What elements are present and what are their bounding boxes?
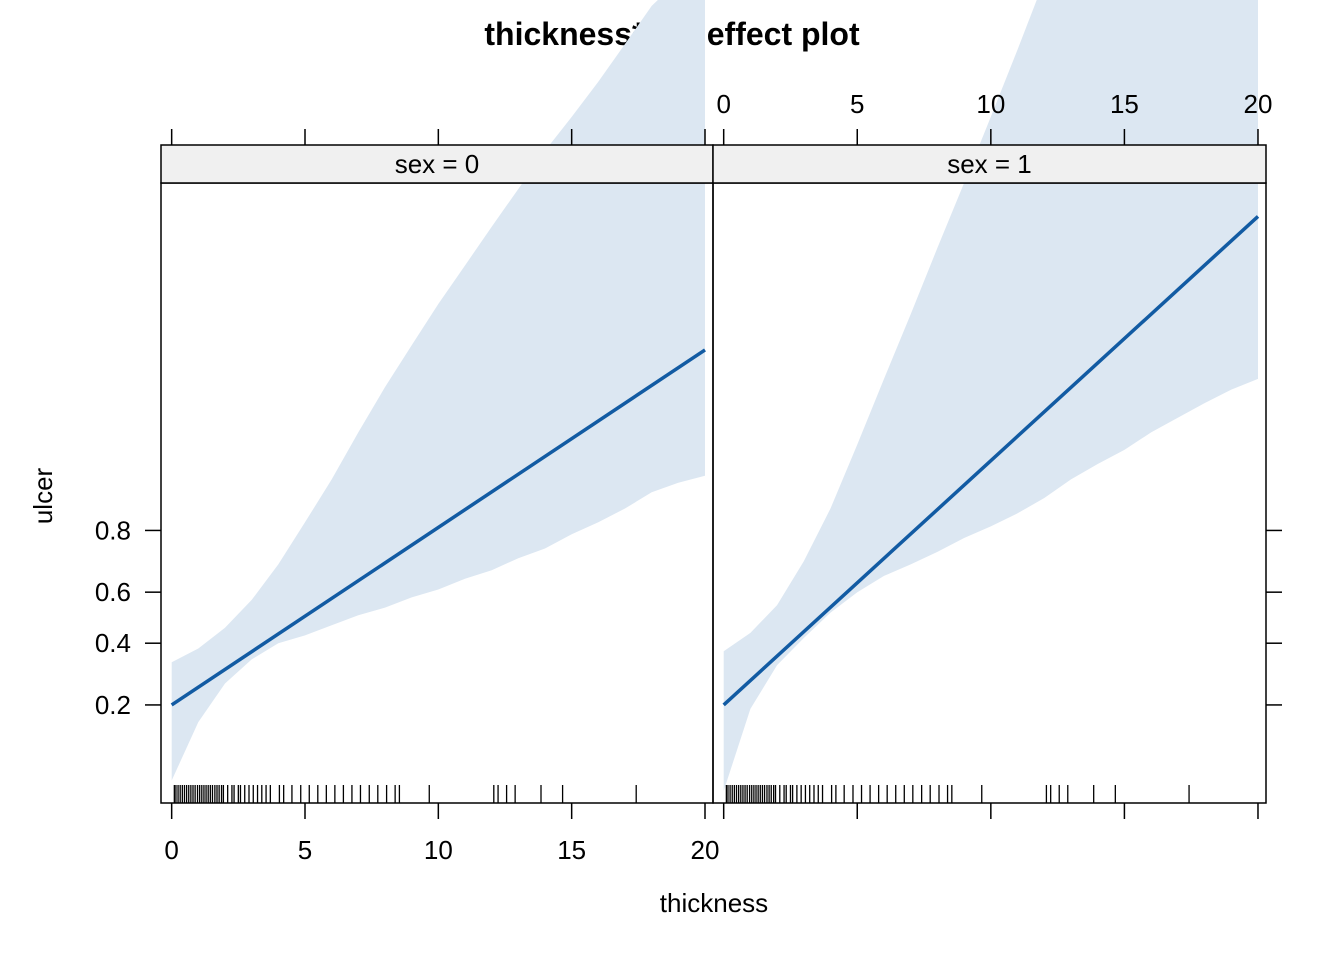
confidence-band (171, 0, 705, 781)
strip-label: sex = 0 (395, 149, 480, 179)
y-axis: 0.2 0.4 0.6 0.8 (95, 515, 1282, 720)
y-tick-label: 0.8 (95, 515, 131, 545)
panel-1: sex = 1 0 5 10 15 20 (712, 0, 1273, 819)
x-tick-label: 5 (850, 89, 864, 119)
rug (725, 785, 1190, 803)
panel-0: sex = 0 0 5 10 15 20 (160, 0, 720, 865)
confidence-band (723, 0, 1258, 791)
x-tick-label: 20 (691, 835, 720, 865)
x-tick-label: 0 (716, 89, 730, 119)
strip (712, 144, 1267, 184)
x-tick-label: 10 (976, 89, 1005, 119)
strip-label: sex = 1 (947, 149, 1032, 179)
x-axis-label: thickness (660, 888, 768, 918)
x-tick-label: 15 (1110, 89, 1139, 119)
x-tick-label: 5 (298, 835, 312, 865)
fitted-line (170, 348, 706, 707)
y-tick-label: 0.4 (95, 628, 131, 658)
x-tick-label: 20 (1244, 89, 1273, 119)
y-tick-label: 0.6 (95, 577, 131, 607)
x-tick-label: 10 (424, 835, 453, 865)
x-tick-label: 15 (557, 835, 586, 865)
rug (173, 785, 637, 803)
y-tick-label: 0.2 (95, 690, 131, 720)
y-axis-label: ulcer (28, 467, 58, 524)
x-tick-label: 0 (164, 835, 178, 865)
fitted-line (722, 215, 1260, 707)
